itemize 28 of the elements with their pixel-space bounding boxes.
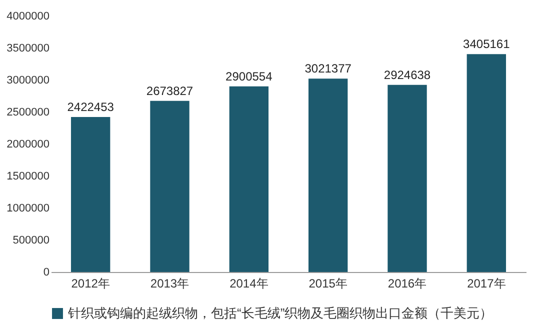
legend-label: 针织或钩编的起绒织物，包括“长毛绒”织物及毛圈织物出口金额（千美元） bbox=[67, 306, 493, 320]
bar bbox=[308, 78, 348, 272]
x-tick-label: 2016年 bbox=[388, 276, 427, 290]
data-label: 3405161 bbox=[463, 37, 510, 52]
y-tick-label: 3500000 bbox=[6, 42, 50, 54]
data-label: 3021377 bbox=[304, 62, 352, 76]
y-tick-label: 500000 bbox=[12, 234, 50, 246]
data-label: 2422453 bbox=[67, 100, 114, 114]
bar bbox=[388, 84, 427, 272]
y-tick-label: 1000000 bbox=[6, 202, 50, 214]
y-tick-label: 0 bbox=[43, 266, 50, 278]
y-tick-label: 1500000 bbox=[6, 170, 50, 182]
x-tick-label: 2013年 bbox=[150, 276, 190, 290]
bar bbox=[466, 54, 506, 272]
bar bbox=[150, 100, 190, 272]
data-label: 2924638 bbox=[384, 68, 431, 82]
y-tick-label: 2000000 bbox=[6, 138, 50, 150]
data-label: 2900554 bbox=[226, 69, 273, 84]
x-tick-label: 2012年 bbox=[71, 276, 110, 290]
y-tick-label: 3000000 bbox=[6, 74, 50, 86]
y-tick-label: 2500000 bbox=[6, 106, 50, 118]
y-tick-label: 4000000 bbox=[6, 10, 50, 22]
x-tick-label: 2014年 bbox=[230, 276, 268, 290]
x-tick-label: 2015年 bbox=[308, 276, 348, 290]
data-label: 2673827 bbox=[146, 84, 194, 98]
bar bbox=[70, 116, 110, 272]
x-tick-label: 2017年 bbox=[467, 276, 506, 290]
bar bbox=[229, 86, 269, 272]
